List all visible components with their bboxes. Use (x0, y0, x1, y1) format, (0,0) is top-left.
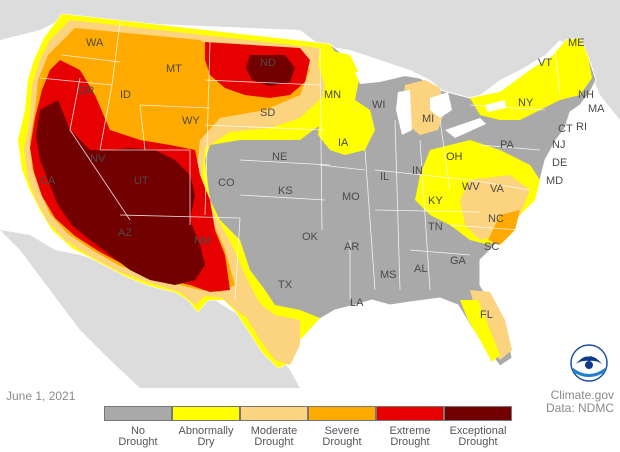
legend-swatch-severe (308, 406, 376, 421)
drought-moderate-michigan (402, 80, 445, 135)
drought-moderate-south-texas (230, 290, 300, 365)
legend-label-extreme: Extreme Drought (376, 426, 444, 448)
credit-data-source: Data: NDMC (545, 401, 614, 415)
legend-label-line: Abnormally (178, 425, 234, 437)
state-label-pa: PA (500, 139, 515, 151)
legend-label-line: Drought (118, 436, 158, 448)
legend-swatch-exceptional (444, 406, 512, 421)
state-label-id: ID (120, 89, 131, 101)
credit-block: Climate.gov Data: NDMC (546, 389, 614, 415)
state-labels: WA OR CA NV ID MT WY UT AZ CO NM ND SD N… (40, 37, 605, 321)
state-label-tx: TX (278, 279, 293, 291)
legend-label-line: Drought (390, 436, 430, 448)
state-label-il: IL (380, 171, 389, 183)
noaa-logo-text: NOAA (582, 353, 597, 359)
state-label-ok: OK (302, 231, 319, 243)
state-label-oh: OH (446, 151, 463, 163)
state-label-vt: VT (538, 57, 552, 69)
noaa-logo-icon: NOAA (570, 344, 608, 382)
state-label-me: ME (568, 37, 585, 49)
state-label-tn: TN (428, 221, 443, 233)
state-label-sc: SC (484, 241, 499, 253)
state-label-fl: FL (480, 309, 493, 321)
canada-landmass (0, 0, 620, 120)
state-label-ri: RI (576, 121, 587, 133)
legend-label-moderate: Moderate Drought (240, 426, 308, 448)
state-label-nj: NJ (552, 139, 565, 151)
state-label-wy: WY (182, 115, 200, 127)
state-label-mi: MI (422, 113, 434, 125)
state-label-nv: NV (90, 153, 106, 165)
mexico-landmass (0, 230, 300, 388)
state-label-az: AZ (118, 227, 132, 239)
legend-label-line: Drought (322, 436, 362, 448)
state-label-in: IN (412, 165, 423, 177)
state-label-ny: NY (518, 97, 534, 109)
state-boundaries (39, 21, 561, 301)
legend-swatch-moderate (240, 406, 308, 421)
state-label-co: CO (218, 177, 235, 189)
state-label-ma: MA (588, 103, 605, 115)
map-date: June 1, 2021 (6, 389, 76, 403)
legend-swatch-abnormally-dry (172, 406, 240, 421)
legend-swatch-no-drought (104, 406, 172, 421)
state-label-nc: NC (488, 213, 504, 225)
state-label-ia: IA (338, 137, 349, 149)
legend: No Drought Abnormally Dry Moderate Droug… (104, 406, 516, 450)
drought-exceptional-north-dakota (246, 55, 295, 86)
legend-label-line: No (130, 425, 146, 437)
state-label-ar: AR (344, 241, 359, 253)
credit-source-site: Climate.gov (550, 388, 614, 402)
state-label-nd: ND (260, 57, 276, 69)
state-label-ut: UT (134, 175, 149, 187)
legend-label-line: Drought (458, 436, 498, 448)
state-label-ga: GA (450, 255, 467, 267)
drought-abnormally-dry-florida (460, 300, 500, 362)
state-label-ks: KS (278, 185, 293, 197)
state-label-al: AL (414, 263, 427, 275)
legend-label-line: Extreme (389, 425, 431, 437)
noaa-logo: NOAA (570, 344, 608, 382)
us-drought-map: WA OR CA NV ID MT WY UT AZ CO NM ND SD N… (0, 0, 620, 388)
legend-label-line: Severe (324, 425, 360, 437)
state-label-nh: NH (578, 89, 594, 101)
state-label-mo: MO (342, 191, 360, 203)
state-label-mn: MN (324, 89, 341, 101)
legend-label-severe: Severe Drought (308, 426, 376, 448)
state-label-ms: MS (380, 269, 397, 281)
legend-label-line: Exceptional (449, 425, 507, 437)
drought-severe-carolinas (488, 210, 520, 245)
state-label-ct: CT (558, 123, 573, 135)
drought-abnormally-dry-upper-midwest (318, 48, 375, 155)
great-lakes (355, 66, 506, 138)
state-label-va: VA (490, 183, 505, 195)
state-label-wv: WV (462, 181, 480, 193)
state-label-wa: WA (86, 37, 104, 49)
state-label-wi: WI (372, 99, 385, 111)
legend-label-line: Drought (254, 436, 294, 448)
state-label-la: LA (350, 297, 364, 309)
state-label-mt: MT (166, 63, 182, 75)
legend-label-line: Dry (197, 436, 215, 448)
state-label-ca: CA (40, 175, 56, 187)
legend-label-line: Moderate (250, 425, 298, 437)
state-label-de: DE (552, 157, 567, 169)
state-label-md: MD (546, 175, 563, 187)
drought-abnormally-dry-northeast (470, 38, 592, 120)
drought-moderate-carolinas (460, 175, 530, 240)
state-label-nm: NM (194, 235, 211, 247)
legend-label-abnormally-dry: Abnormally Dry (172, 426, 240, 448)
drought-exceptional-southwest (36, 100, 205, 285)
state-label-or: OR (78, 85, 95, 97)
legend-label-no-drought: No Drought (104, 426, 172, 448)
state-label-sd: SD (260, 107, 275, 119)
legend-swatch-extreme (376, 406, 444, 421)
state-label-ne: NE (272, 151, 287, 163)
state-label-ky: KY (428, 195, 443, 207)
legend-label-exceptional: Exceptional Drought (444, 426, 512, 448)
